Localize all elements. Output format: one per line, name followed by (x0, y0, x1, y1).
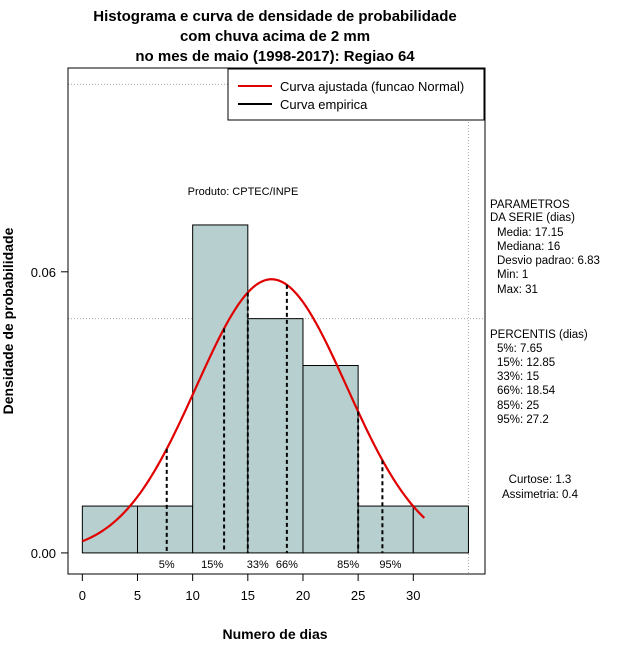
param-desvio: Desvio padrao: 6.83 (497, 255, 600, 267)
y-tick-label-1: 0.06 (31, 265, 56, 280)
percentile-label-66: 66% (276, 559, 298, 571)
x-tick-label-5: 5 (134, 588, 141, 603)
normal-fit-curve (81, 278, 426, 543)
param-media: Media: 17.15 (497, 227, 564, 239)
histogram-bars (81, 224, 469, 554)
title-line-3: no mes de maio (1998-2017): Regiao 64 (135, 48, 415, 65)
percentiles-panel: PERCENTIS (dias) 5%: 7.65 15%: 12.85 33%… (490, 329, 588, 426)
percentil-95: 95%: 27.2 (497, 414, 549, 426)
curtose-value: Curtose: 1.3 (509, 474, 572, 486)
y-axis-label: Densidade de probabilidade (0, 227, 16, 414)
x-tick-label-25: 25 (351, 588, 365, 603)
histogram-bar-2 (192, 224, 249, 554)
x-tick-label-0: 0 (79, 588, 86, 603)
percentil-33: 33%: 15 (497, 371, 539, 383)
histogram-bar-1 (137, 505, 194, 554)
histogram-bar-4 (302, 365, 359, 554)
params-title-2: DA SERIE (dias) (490, 212, 575, 224)
param-mediana: Mediana: 16 (497, 241, 560, 253)
shape-panel: Curtose: 1.3 Assimetria: 0.4 (502, 474, 579, 501)
percentile-label-15: 15% (201, 559, 223, 571)
percentil-66: 66%: 18.54 (497, 385, 556, 397)
x-tick-label-20: 20 (296, 588, 310, 603)
x-tick-label-30: 30 (406, 588, 420, 603)
legend-label-fitted: Curva ajustada (funcao Normal) (280, 79, 464, 94)
percentis-title: PERCENTIS (dias) (490, 329, 588, 341)
percentil-15: 15%: 12.85 (497, 357, 555, 369)
x-tick-label-10: 10 (185, 588, 199, 603)
title-line-1: Histograma e curva de densidade de proba… (93, 8, 456, 25)
percentile-label-95: 95% (379, 559, 401, 571)
histogram-bar-3 (247, 318, 304, 554)
histogram-bar-0 (81, 505, 138, 554)
param-min: Min: 1 (497, 269, 528, 281)
x-axis: 0 5 10 15 20 25 30 (79, 573, 421, 603)
legend: Curva ajustada (funcao Normal) Curva emp… (227, 68, 485, 121)
product-annotation: Produto: CPTEC/INPE (188, 186, 299, 198)
params-title-1: PARAMETROS (490, 199, 570, 211)
y-axis: 0.00 0.06 (31, 265, 68, 561)
percentil-85: 85%: 25 (497, 400, 539, 412)
param-max: Max: 31 (497, 284, 538, 296)
parameters-panel: PARAMETROS DA SERIE (dias) Media: 17.15 … (490, 199, 600, 296)
y-tick-label-0: 0.00 (31, 546, 56, 561)
chart-title: Histograma e curva de densidade de proba… (93, 8, 456, 65)
histogram-bar-5 (357, 505, 414, 554)
percentile-label-85: 85% (337, 559, 359, 571)
legend-label-empirical: Curva empirica (280, 97, 368, 112)
percentil-5: 5%: 7.65 (497, 343, 542, 355)
x-tick-label-15: 15 (241, 588, 255, 603)
fitted-curve (81, 278, 426, 543)
histogram-bar-6 (412, 505, 469, 554)
x-axis-label: Numero de dias (222, 626, 327, 642)
percentile-label-33: 33% (247, 559, 269, 571)
title-line-2: com chuva acima de 2 mm (180, 28, 370, 45)
legend-box (227, 68, 485, 121)
assimetria-value: Assimetria: 0.4 (502, 489, 579, 501)
percentile-label-5: 5% (159, 559, 175, 571)
percentile-lines: 5% 15% 33% 66% 85% 95% (159, 284, 402, 571)
